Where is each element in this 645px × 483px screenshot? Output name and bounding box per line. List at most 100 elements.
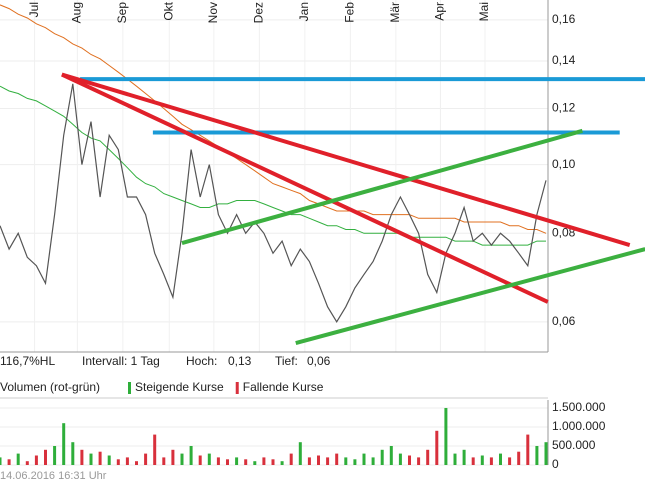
x-tick-label: Sep <box>115 2 129 24</box>
volume-bar <box>535 445 539 465</box>
volume-bar <box>98 451 102 465</box>
volume-bar <box>380 449 384 465</box>
volume-bar <box>344 457 348 465</box>
volume-bar <box>53 445 57 465</box>
volume-bar <box>226 459 229 465</box>
range-info: 116,7%HL <box>0 354 55 368</box>
volume-bar <box>453 453 457 465</box>
volume-bar <box>34 455 38 465</box>
volume-bar <box>526 434 530 465</box>
volume-bar <box>244 459 248 465</box>
trend-line <box>295 247 645 346</box>
volume-bar <box>16 453 20 465</box>
volume-bar <box>44 449 47 465</box>
volume-bar <box>198 455 202 465</box>
x-tick-label: Aug <box>70 2 84 23</box>
volume-bar <box>71 442 75 465</box>
y-tick-label: 500.000 <box>552 438 596 452</box>
volume-bar <box>371 457 375 465</box>
legend-swatch <box>128 382 131 394</box>
price-line <box>0 85 546 246</box>
volume-bar <box>508 457 512 465</box>
volume-bar <box>171 449 175 465</box>
y-tick-label: 0 <box>552 457 559 471</box>
volume-bar <box>235 457 239 465</box>
volume-bar <box>162 457 166 465</box>
y-tick-label: 0,06 <box>552 314 576 328</box>
volume-bar <box>62 423 66 465</box>
trend-line <box>61 72 549 304</box>
y-tick-label: 0,12 <box>552 101 576 115</box>
volume-bar <box>435 430 439 465</box>
volume-bar <box>107 455 111 465</box>
low-value: 0,06 <box>307 354 331 368</box>
volume-bar <box>362 453 366 465</box>
interval-info: Intervall: 1 Tag <box>82 354 160 368</box>
volume-bar <box>7 459 11 465</box>
trend-line <box>181 128 583 245</box>
volume-bar <box>298 442 302 465</box>
volume-bar <box>116 459 120 465</box>
volume-bar <box>153 434 157 465</box>
volume-bar <box>144 453 148 465</box>
volume-bar <box>335 453 339 465</box>
volume-bar <box>426 449 430 465</box>
x-tick-label: Jan <box>297 2 311 21</box>
volume-bar <box>317 455 320 465</box>
low-label: Tief: <box>275 354 298 368</box>
volume-bar <box>417 457 421 465</box>
high-label: Hoch: <box>186 354 217 368</box>
y-tick-label: 0,14 <box>552 53 576 67</box>
volume-bar <box>280 461 284 465</box>
y-tick-label: 1.000.000 <box>552 419 606 433</box>
volume-bar <box>353 459 357 465</box>
y-tick-label: 0,10 <box>552 157 576 171</box>
x-tick-label: Feb <box>343 2 357 23</box>
price-line <box>0 83 547 323</box>
volume-bar <box>326 457 330 465</box>
volume-bar <box>289 453 293 465</box>
legend-swatch <box>235 382 239 394</box>
volume-bar <box>271 459 275 465</box>
y-tick-label: 0,16 <box>552 12 576 26</box>
volume-bar <box>207 453 211 465</box>
high-value: 0,13 <box>228 354 252 368</box>
volume-bar <box>471 457 475 465</box>
volume-bar <box>125 457 129 465</box>
volume-bar <box>544 442 548 465</box>
volume-bar <box>398 453 402 465</box>
x-tick-label: Apr <box>433 2 447 21</box>
legend-label: Steigende Kurse <box>135 380 224 394</box>
volume-bar <box>489 457 493 465</box>
legend-label: Fallende Kurse <box>243 380 324 394</box>
x-tick-label: Nov <box>206 2 220 23</box>
volume-bar <box>262 457 266 465</box>
x-tick-label: Dez <box>252 2 266 23</box>
volume-bar <box>0 457 2 465</box>
volume-bar <box>189 445 193 465</box>
volume-bar <box>389 445 393 465</box>
volume-bar <box>135 461 138 465</box>
x-tick-label: Mai <box>477 2 491 21</box>
price-line <box>0 4 547 234</box>
volume-bar <box>444 407 448 465</box>
volume-bar <box>480 455 484 465</box>
volume-bar <box>80 449 84 465</box>
x-tick-label: Mär <box>388 2 402 23</box>
volume-bar <box>216 457 220 465</box>
x-tick-label: Jul <box>27 2 41 17</box>
volume-bar <box>180 453 184 465</box>
volume-bar <box>462 449 466 465</box>
volume-bar <box>307 457 311 465</box>
trend-line <box>61 72 631 247</box>
volume-bar <box>25 461 29 465</box>
volume-bar <box>253 461 257 465</box>
volume-bar <box>89 453 93 465</box>
volume-bar <box>517 451 521 465</box>
x-tick-label: Okt <box>161 1 175 20</box>
volume-title: Volumen (rot-grün) <box>0 380 100 394</box>
volume-bar <box>499 453 502 465</box>
timestamp: 14.06.2016 16:31 Uhr <box>0 470 107 482</box>
volume-bar <box>408 455 411 465</box>
